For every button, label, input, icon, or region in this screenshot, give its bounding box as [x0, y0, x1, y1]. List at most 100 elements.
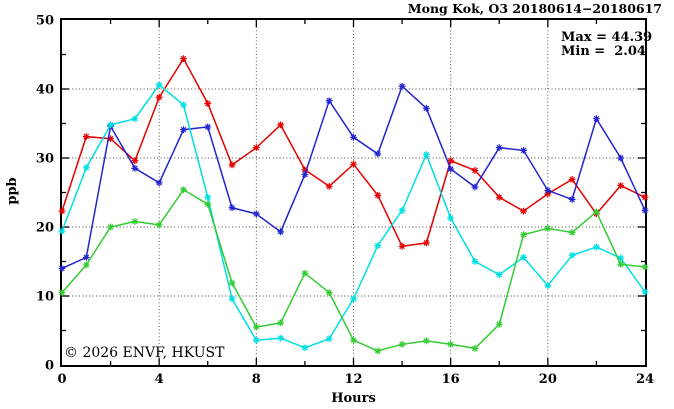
marker-cyan — [350, 295, 357, 303]
marker-red — [325, 182, 333, 190]
marker-cyan — [447, 214, 455, 222]
marker-red — [471, 167, 479, 174]
marker-red — [495, 193, 503, 201]
marker-cyan — [131, 115, 139, 123]
marker-green — [82, 261, 90, 269]
marker-red — [252, 144, 260, 152]
marker-green — [252, 323, 260, 331]
marker-green — [155, 221, 163, 229]
marker-green — [568, 229, 576, 236]
y-tick-label: 40 — [36, 83, 54, 98]
marker-green — [325, 289, 333, 296]
marker-cyan — [641, 288, 649, 296]
marker-green — [471, 345, 479, 352]
marker-cyan — [374, 242, 382, 250]
marker-blue — [155, 179, 163, 187]
marker-blue — [398, 82, 406, 90]
marker-cyan — [544, 282, 552, 290]
marker-red — [107, 135, 114, 143]
marker-blue — [471, 183, 479, 191]
marker-blue — [228, 204, 236, 212]
y-tick-label: 50 — [36, 14, 54, 29]
marker-cyan — [325, 335, 333, 343]
marker-green — [204, 200, 212, 208]
marker-blue — [447, 165, 455, 173]
marker-blue — [180, 126, 187, 134]
marker-cyan — [520, 253, 527, 261]
marker-red — [617, 182, 625, 189]
marker-cyan — [495, 271, 503, 279]
marker-green — [374, 347, 382, 355]
marker-blue — [350, 133, 357, 141]
marker-blue — [617, 154, 625, 162]
marker-green — [520, 231, 527, 238]
marker-red — [277, 121, 285, 129]
marker-green — [277, 319, 285, 327]
marker-red — [568, 175, 576, 183]
marker-red — [447, 157, 455, 165]
x-tick-label: 4 — [155, 372, 164, 387]
marker-cyan — [593, 243, 600, 251]
marker-blue — [520, 147, 527, 154]
marker-blue — [374, 150, 382, 158]
x-tick-label: 16 — [442, 372, 460, 387]
marker-red — [301, 166, 309, 174]
marker-blue — [593, 115, 600, 123]
marker-blue — [568, 196, 576, 203]
marker-red — [131, 157, 139, 165]
marker-cyan — [422, 151, 430, 158]
marker-blue — [252, 210, 260, 218]
marker-green — [180, 186, 187, 194]
marker-blue — [277, 228, 285, 236]
marker-blue — [204, 123, 212, 131]
marker-red — [58, 207, 66, 215]
marker-cyan — [301, 344, 309, 352]
chart-title: Mong Kok, O3 20180614−20180617 — [408, 1, 662, 16]
marker-green — [495, 320, 503, 328]
x-tick-label: 20 — [539, 372, 557, 387]
x-tick-label: 8 — [252, 372, 261, 387]
y-axis-title: ppb — [5, 177, 20, 204]
marker-red — [82, 133, 90, 141]
marker-blue — [641, 207, 649, 214]
max-value-label: Max = 44.39 — [561, 30, 652, 45]
min-value-label: Min = 2.04 — [561, 44, 646, 59]
x-tick-label: 24 — [636, 372, 654, 387]
marker-red — [180, 55, 187, 63]
marker-blue — [325, 97, 333, 105]
marker-green — [617, 260, 625, 268]
y-tick-label: 30 — [36, 152, 54, 167]
x-tick-label: 12 — [344, 372, 362, 387]
marker-cyan — [82, 164, 90, 172]
x-axis-title: Hours — [331, 391, 376, 406]
marker-cyan — [107, 121, 114, 129]
x-tick-label: 0 — [57, 372, 66, 387]
marker-cyan — [204, 193, 212, 201]
marker-red — [641, 193, 649, 201]
marker-blue — [82, 253, 90, 261]
marker-red — [228, 161, 236, 169]
marker-cyan — [180, 101, 187, 109]
marker-red — [374, 191, 382, 199]
marker-green — [593, 208, 600, 216]
y-tick-label: 0 — [45, 359, 54, 374]
marker-cyan — [568, 251, 576, 259]
marker-green — [447, 340, 455, 348]
marker-cyan — [471, 258, 479, 265]
marker-red — [204, 100, 212, 107]
marker-red — [398, 242, 406, 250]
marker-green — [228, 279, 236, 287]
marker-blue — [422, 104, 430, 112]
marker-blue — [495, 144, 503, 152]
marker-blue — [544, 187, 552, 194]
marker-green — [641, 263, 649, 271]
marker-cyan — [228, 295, 236, 303]
marker-blue — [58, 265, 66, 272]
y-tick-label: 10 — [36, 290, 54, 305]
watermark-text: © 2026 ENVF, HKUST — [64, 345, 225, 361]
marker-green — [58, 289, 66, 296]
marker-blue — [301, 171, 309, 178]
marker-green — [131, 218, 139, 225]
